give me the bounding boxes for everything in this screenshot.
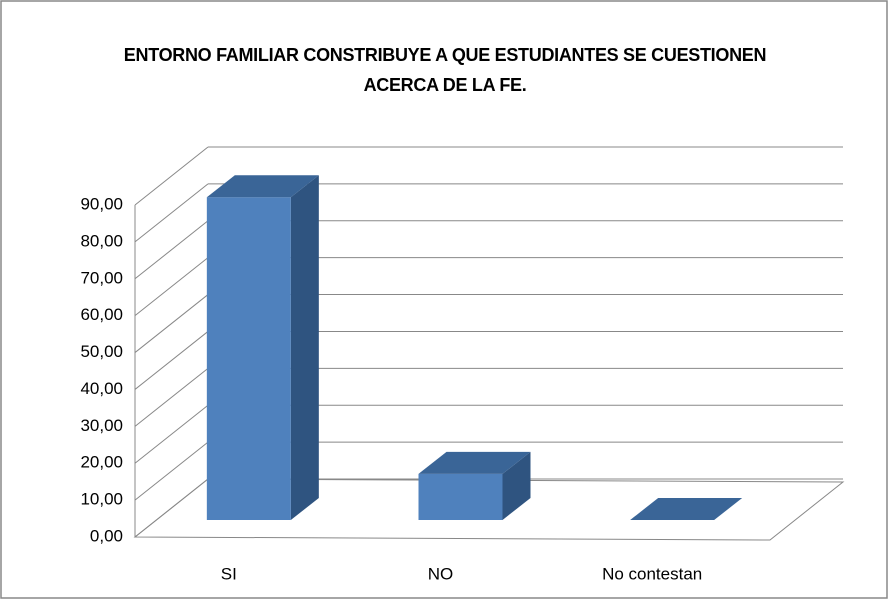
bar-side bbox=[290, 175, 319, 520]
grid-line bbox=[134, 146, 209, 206]
y-tick-label: 20,00 bbox=[80, 453, 123, 472]
grid-line bbox=[134, 367, 209, 427]
y-tick-label: 40,00 bbox=[80, 379, 123, 398]
x-tick-label: No contestan bbox=[602, 564, 702, 583]
y-tick-label: 70,00 bbox=[80, 268, 123, 287]
grid-line bbox=[134, 257, 209, 317]
y-tick-label: 30,00 bbox=[80, 416, 123, 435]
grid-line bbox=[134, 294, 209, 353]
bar-top bbox=[630, 498, 743, 520]
bar bbox=[418, 473, 503, 520]
grid-line bbox=[134, 404, 209, 464]
y-tick-label: 0,00 bbox=[90, 526, 123, 545]
y-tick-label: 10,00 bbox=[80, 490, 123, 509]
grid-line bbox=[134, 441, 209, 501]
y-tick-label: 50,00 bbox=[80, 342, 123, 361]
bar-side bbox=[502, 451, 531, 520]
grid-line bbox=[134, 183, 209, 243]
x-tick-label: SI bbox=[221, 564, 237, 583]
chart-title: ENTORNO FAMILIAR CONSTRIBUYE A QUE ESTUD… bbox=[123, 45, 767, 95]
bar bbox=[206, 197, 291, 520]
y-tick-label: 90,00 bbox=[80, 194, 123, 213]
grid-line bbox=[134, 478, 209, 538]
bar-top bbox=[206, 175, 319, 198]
x-tick-label: NO bbox=[428, 564, 454, 583]
y-tick-label: 60,00 bbox=[80, 305, 123, 324]
grid-line bbox=[134, 331, 209, 390]
grid-line bbox=[134, 220, 209, 280]
y-tick-label: 80,00 bbox=[80, 231, 123, 250]
bar-top bbox=[418, 451, 531, 474]
